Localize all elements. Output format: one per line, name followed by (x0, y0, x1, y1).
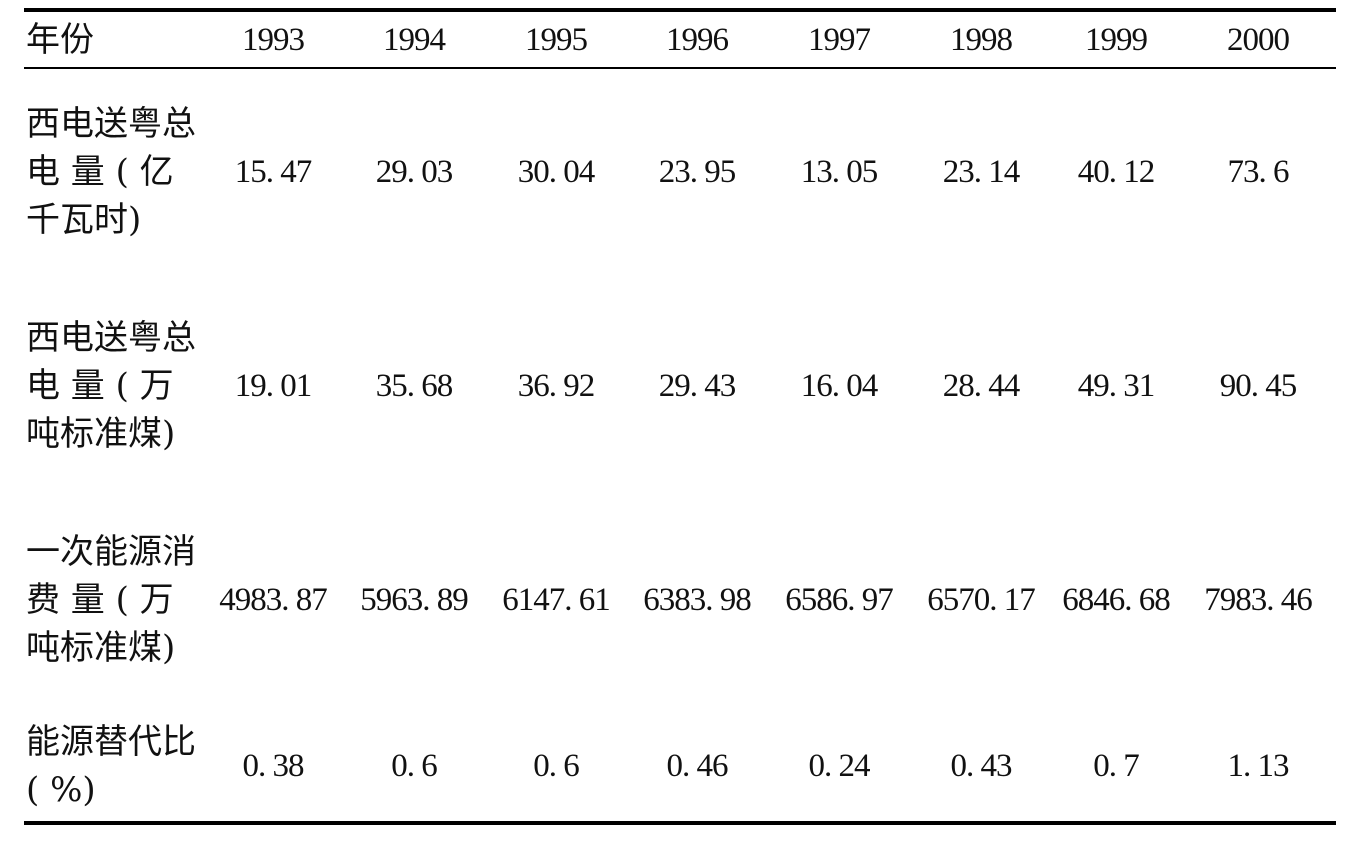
table-bottom-rule (24, 821, 1336, 825)
table-cell: 30. 04 (517, 154, 596, 190)
table-cell: 0. 6 (533, 748, 580, 784)
header-year-label: 年份 (26, 20, 94, 60)
header-year-1994: 1994 (383, 22, 446, 58)
row-label-line: 西电送粤总 (26, 104, 196, 144)
table-cell: 6570. 17 (927, 582, 1036, 618)
table-cell: 0. 7 (1093, 748, 1140, 784)
table-cell: 0. 38 (242, 748, 305, 784)
header-year-1997: 1997 (808, 22, 871, 58)
table-cell: 23. 95 (658, 154, 737, 190)
row-label-line: ( %) (26, 770, 96, 810)
row-label-line: 西电送粤总 (26, 318, 196, 358)
row-label-2: 一次能源消费 量 ( 万吨标准煤) (26, 528, 206, 672)
header-year-1995: 1995 (525, 22, 588, 58)
table-cell: 90. 45 (1219, 368, 1298, 404)
table-cell: 73. 6 (1227, 154, 1290, 190)
table-cell: 16. 04 (800, 368, 879, 404)
table-cell: 23. 14 (942, 154, 1021, 190)
table-cell: 1. 13 (1227, 748, 1290, 784)
table-cell: 49. 31 (1077, 368, 1156, 404)
table-cell: 15. 47 (234, 154, 313, 190)
table-cell: 6383. 98 (643, 582, 752, 618)
row-label-0: 西电送粤总电 量 ( 亿千瓦时) (26, 100, 206, 244)
table-cell: 29. 43 (658, 368, 737, 404)
table-top-rule (24, 8, 1336, 12)
header-year-1993: 1993 (242, 22, 305, 58)
row-label-1: 西电送粤总电 量 ( 万吨标准煤) (26, 314, 206, 458)
header-year-1999: 1999 (1085, 22, 1148, 58)
row-label-line: 电 量 ( 万 (26, 366, 174, 406)
row-label-line: 能源替代比 (26, 722, 196, 762)
table-cell: 7983. 46 (1204, 582, 1313, 618)
row-label-line: 电 量 ( 亿 (26, 152, 174, 192)
header-year-1998: 1998 (950, 22, 1013, 58)
table-cell: 19. 01 (234, 368, 313, 404)
header-year-1996: 1996 (666, 22, 729, 58)
row-label-line: 吨标准煤) (26, 628, 176, 668)
table-cell: 0. 46 (666, 748, 729, 784)
row-label-3: 能源替代比 ( %) (26, 718, 206, 814)
table-cell: 0. 6 (391, 748, 438, 784)
row-label-line: 千瓦时) (26, 200, 142, 240)
row-label-line: 一次能源消 (26, 532, 196, 572)
table-cell: 6147. 61 (502, 582, 611, 618)
table-cell: 28. 44 (942, 368, 1021, 404)
table-cell: 4983. 87 (219, 582, 328, 618)
table-cell: 13. 05 (800, 154, 879, 190)
table-header-rule (24, 67, 1336, 69)
table-cell: 0. 43 (950, 748, 1013, 784)
header-year-2000: 2000 (1227, 22, 1290, 58)
table-cell: 6846. 68 (1062, 582, 1171, 618)
row-label-line: 吨标准煤) (26, 414, 176, 454)
table-cell: 29. 03 (375, 154, 454, 190)
row-label-line: 费 量 ( 万 (26, 580, 174, 620)
table-cell: 36. 92 (517, 368, 596, 404)
table-cell: 6586. 97 (785, 582, 894, 618)
table-cell: 35. 68 (375, 368, 454, 404)
table-cell: 0. 24 (808, 748, 871, 784)
table-cell: 5963. 89 (360, 582, 469, 618)
table-cell: 40. 12 (1077, 154, 1156, 190)
